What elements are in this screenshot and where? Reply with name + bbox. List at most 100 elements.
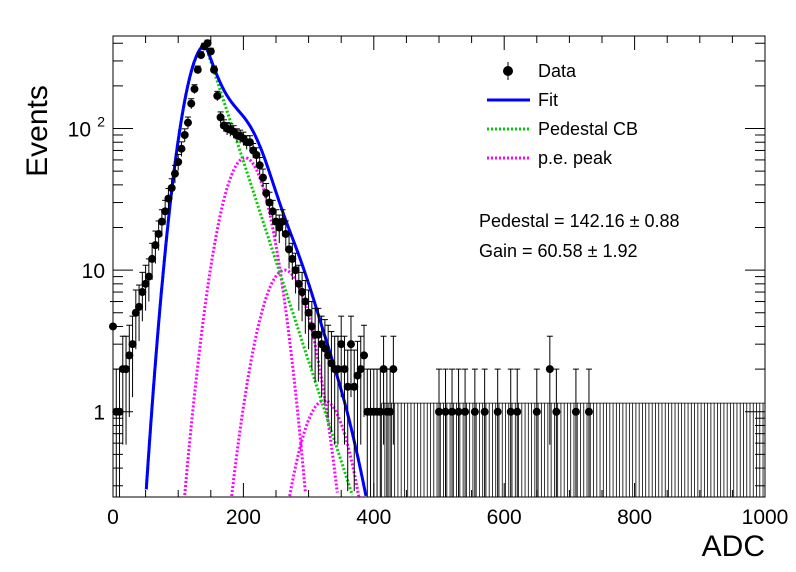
data-point — [288, 254, 297, 263]
data-point — [360, 351, 369, 360]
y-tick-exponent: 2 — [97, 114, 105, 130]
x-tick-label: 400 — [356, 506, 391, 529]
data-point — [154, 229, 163, 238]
data-point — [584, 407, 593, 416]
data-point — [285, 245, 294, 254]
data-point — [314, 330, 323, 339]
data-point — [337, 340, 346, 349]
data-point — [167, 184, 176, 193]
data-point — [157, 217, 166, 226]
data-point — [346, 340, 355, 349]
data-point — [190, 85, 199, 94]
legend-label: Data — [538, 61, 577, 81]
fit-results: Pedestal = 142.16 ± 0.88 Gain = 60.58 ± 1… — [479, 211, 680, 261]
fit-result-text: Pedestal = 142.16 ± 0.88 — [479, 211, 680, 231]
data-point — [353, 371, 362, 380]
data-point — [532, 407, 541, 416]
data-point — [376, 407, 385, 416]
data-point — [298, 288, 307, 297]
legend-entry: Data — [503, 61, 577, 81]
data-point — [480, 407, 489, 416]
data-point — [262, 189, 271, 198]
data-point — [301, 297, 310, 306]
data-point — [307, 322, 316, 331]
data-point — [552, 407, 561, 416]
legend-entry: Pedestal CB — [487, 119, 638, 139]
data-point — [272, 217, 280, 226]
data-point — [545, 365, 554, 374]
legend-label: Pedestal CB — [538, 119, 638, 139]
x-tick-label: 1000 — [742, 506, 789, 529]
data-point — [197, 51, 206, 60]
pe-peak-curve — [230, 268, 339, 497]
data-point — [245, 138, 254, 147]
data-point — [441, 407, 450, 416]
x-axis-title: ADC — [702, 530, 765, 563]
data-point — [343, 382, 352, 391]
legend-entry: Fit — [487, 90, 558, 110]
data-point — [122, 365, 131, 374]
data-point — [320, 344, 329, 353]
data-point — [448, 407, 457, 416]
data-point — [461, 407, 470, 416]
data-point — [135, 302, 144, 311]
data-point — [571, 407, 580, 416]
data-point — [493, 407, 502, 416]
legend-label: p.e. peak — [538, 148, 613, 168]
data-point — [170, 169, 179, 178]
axes: 0 200 400 600 800 1000 1 10 10 2 — [68, 36, 789, 529]
x-tick-label: 0 — [107, 506, 119, 529]
x-tick-label: 800 — [617, 506, 652, 529]
data-point — [206, 47, 215, 56]
pe-peak-curve — [183, 156, 307, 496]
data-point — [187, 99, 196, 108]
data-point — [183, 118, 192, 127]
fit-result-text: Gain = 60.58 ± 1.92 — [479, 241, 638, 261]
data-point — [174, 158, 183, 167]
data-point — [333, 365, 342, 374]
fit-curves — [144, 43, 368, 498]
data-point — [324, 351, 333, 360]
data-point — [278, 217, 287, 226]
data-points — [109, 39, 765, 497]
data-point — [210, 65, 219, 74]
data-point — [513, 407, 522, 416]
data-point — [203, 39, 212, 48]
data-point — [125, 351, 134, 360]
data-point — [356, 365, 365, 374]
data-point — [389, 365, 398, 374]
data-point — [275, 223, 284, 232]
y-axis-title: Events — [21, 85, 54, 177]
data-point — [164, 194, 173, 203]
data-point — [144, 272, 153, 281]
data-point — [213, 91, 222, 100]
data-point — [470, 407, 479, 416]
data-point — [177, 144, 186, 153]
data-point — [161, 207, 170, 216]
x-tick-label: 200 — [226, 506, 261, 529]
data-point — [141, 279, 150, 288]
legend-label: Fit — [538, 90, 558, 110]
data-point — [435, 407, 443, 416]
data-point — [193, 65, 202, 74]
data-point — [148, 254, 157, 263]
data-point — [180, 130, 189, 139]
x-tick-label: 600 — [487, 506, 522, 529]
data-point — [281, 229, 290, 238]
y-tick-label: 10 — [68, 119, 91, 142]
y-tick-label: 10 — [82, 260, 105, 283]
data-point — [255, 161, 264, 170]
legend-marker — [503, 66, 513, 76]
data-point — [506, 407, 515, 416]
data-point — [294, 279, 303, 288]
data-point — [138, 288, 147, 297]
data-point — [131, 308, 140, 317]
fit-curve — [144, 43, 368, 497]
data-point — [151, 241, 160, 250]
data-point — [386, 407, 395, 416]
data-point — [128, 340, 137, 349]
data-point — [350, 382, 359, 391]
data-point — [454, 407, 463, 416]
legend-entry: p.e. peak — [487, 148, 613, 168]
